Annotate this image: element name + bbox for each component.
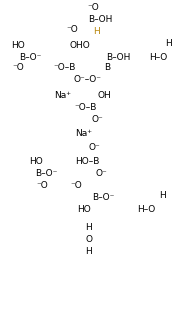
Text: ⁻O: ⁻O [87, 3, 99, 13]
Text: B–O⁻: B–O⁻ [35, 169, 57, 179]
Text: H: H [93, 27, 99, 35]
Text: Na⁺: Na⁺ [76, 130, 92, 138]
Text: O: O [86, 235, 92, 245]
Text: B–O⁻: B–O⁻ [19, 52, 41, 62]
Text: O⁻–O⁻: O⁻–O⁻ [74, 76, 102, 84]
Text: H–O: H–O [137, 205, 155, 215]
Text: Na⁺: Na⁺ [54, 92, 71, 100]
Text: B: B [104, 64, 110, 72]
Text: OHO: OHO [70, 41, 90, 51]
Text: O⁻: O⁻ [88, 143, 100, 153]
Text: ⁻O: ⁻O [12, 64, 24, 72]
Text: HO: HO [77, 205, 91, 215]
Text: B–OH: B–OH [88, 15, 112, 25]
Text: ⁻O: ⁻O [66, 26, 78, 34]
Text: B–O⁻: B–O⁻ [92, 193, 114, 203]
Text: H: H [159, 191, 165, 200]
Text: HO: HO [29, 157, 43, 167]
Text: OH: OH [97, 92, 111, 100]
Text: H–O: H–O [149, 52, 167, 62]
Text: O⁻: O⁻ [95, 169, 107, 179]
Text: H: H [86, 223, 92, 233]
Text: H: H [165, 40, 171, 48]
Text: O⁻: O⁻ [91, 116, 103, 125]
Text: H: H [86, 247, 92, 257]
Text: B–OH: B–OH [106, 52, 130, 62]
Text: ⁻O–B: ⁻O–B [75, 104, 97, 112]
Text: ⁻O–B: ⁻O–B [54, 64, 76, 72]
Text: HO: HO [11, 41, 25, 51]
Text: ⁻O: ⁻O [70, 181, 82, 191]
Text: ⁻O: ⁻O [36, 181, 48, 191]
Text: HO–B: HO–B [75, 157, 99, 167]
